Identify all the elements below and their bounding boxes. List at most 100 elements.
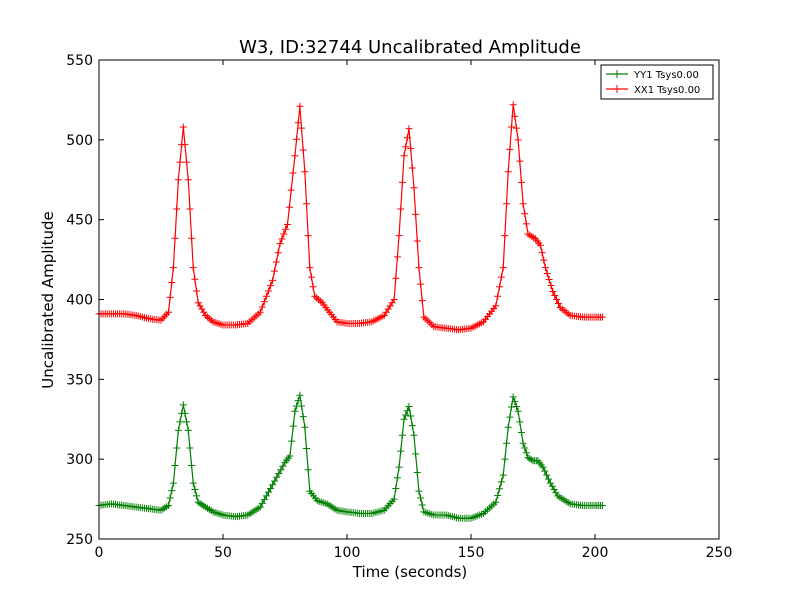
data-point: [497, 273, 505, 281]
data-point: [494, 491, 502, 499]
data-point: [301, 423, 309, 431]
data-point: [264, 488, 272, 496]
data-point: [186, 444, 194, 452]
data-point: [176, 418, 184, 426]
x-tick-label: 250: [706, 545, 733, 561]
data-point: [179, 401, 187, 409]
data-point: [519, 200, 527, 208]
data-point: [536, 241, 544, 249]
data-point: [497, 478, 505, 486]
data-point: [276, 240, 284, 248]
data-point: [193, 492, 201, 500]
data-point: [538, 249, 546, 257]
data-point: [294, 119, 302, 127]
data-point: [289, 422, 297, 430]
data-point: [514, 407, 522, 415]
data-point: [398, 431, 406, 439]
data-point: [400, 415, 408, 423]
data-point: [260, 496, 268, 504]
series-layer: [95, 101, 606, 522]
y-tick-label: 550: [66, 53, 93, 69]
data-point: [307, 273, 315, 281]
legend-box: [600, 64, 714, 100]
data-point: [188, 462, 196, 470]
data-point: [294, 397, 302, 405]
y-tick-label: 350: [66, 372, 93, 388]
data-point: [258, 303, 266, 311]
data-point: [407, 412, 415, 420]
data-point: [280, 230, 288, 238]
data-point: [405, 402, 413, 410]
data-point: [289, 169, 297, 177]
data-point: [189, 479, 197, 487]
data-point: [184, 426, 192, 434]
data-point: [309, 283, 317, 291]
data-point: [296, 391, 304, 399]
data-point: [283, 220, 291, 228]
data-point: [278, 235, 286, 243]
data-point: [519, 439, 527, 447]
data-point: [164, 308, 172, 316]
data-point: [547, 282, 555, 290]
data-point: [503, 439, 511, 447]
data-point: [598, 501, 606, 509]
data-point: [403, 134, 411, 142]
data-point: [171, 462, 179, 470]
data-point: [506, 413, 514, 421]
data-point: [405, 125, 413, 133]
data-point: [517, 429, 525, 437]
data-point: [492, 498, 500, 506]
chart-title: W3, ID:32744 Uncalibrated Amplitude: [239, 37, 581, 58]
data-point: [397, 205, 405, 213]
data-point: [298, 402, 306, 410]
data-point: [288, 437, 296, 445]
data-point: [541, 264, 549, 272]
data-point: [553, 296, 561, 303]
data-point: [273, 473, 281, 481]
data-point: [169, 264, 177, 272]
data-point: [271, 477, 279, 485]
data-point: [184, 176, 192, 184]
data-point: [304, 232, 312, 240]
data-point: [390, 495, 398, 503]
data-point: [494, 292, 502, 300]
data-point: [506, 145, 514, 153]
data-point: [402, 143, 410, 151]
data-point: [418, 297, 426, 305]
data-point: [415, 264, 423, 272]
data-point: [164, 501, 172, 509]
data-point: [186, 205, 194, 213]
data-point: [395, 232, 403, 240]
y-tick-label: 300: [66, 452, 93, 468]
data-point: [173, 205, 181, 213]
data-point: [545, 276, 553, 284]
legend: YY1 Tsys0.00 XX1 Tsys0.00: [600, 64, 714, 100]
data-point: [499, 264, 507, 272]
data-point: [516, 418, 524, 426]
data-point: [410, 184, 418, 192]
data-point: [395, 463, 403, 471]
data-point: [191, 275, 199, 283]
data-point: [521, 210, 529, 218]
data-point: [509, 393, 517, 401]
data-point: [511, 398, 519, 406]
data-point: [501, 455, 509, 463]
data-point: [393, 253, 401, 261]
data-point: [521, 444, 529, 452]
data-point: [262, 492, 270, 500]
data-point: [302, 445, 310, 453]
data-point: [540, 256, 548, 264]
data-point: [392, 274, 400, 282]
data-point: [549, 288, 557, 296]
data-point: [302, 200, 310, 208]
y-axis-label: Uncalibrated Amplitude: [39, 211, 57, 388]
data-point: [545, 475, 552, 483]
data-point: [293, 135, 301, 143]
data-point: [183, 158, 191, 166]
data-point: [514, 136, 522, 144]
data-point: [189, 264, 197, 272]
data-point: [299, 413, 307, 421]
data-point: [541, 467, 549, 475]
legend-marker: [613, 70, 621, 78]
